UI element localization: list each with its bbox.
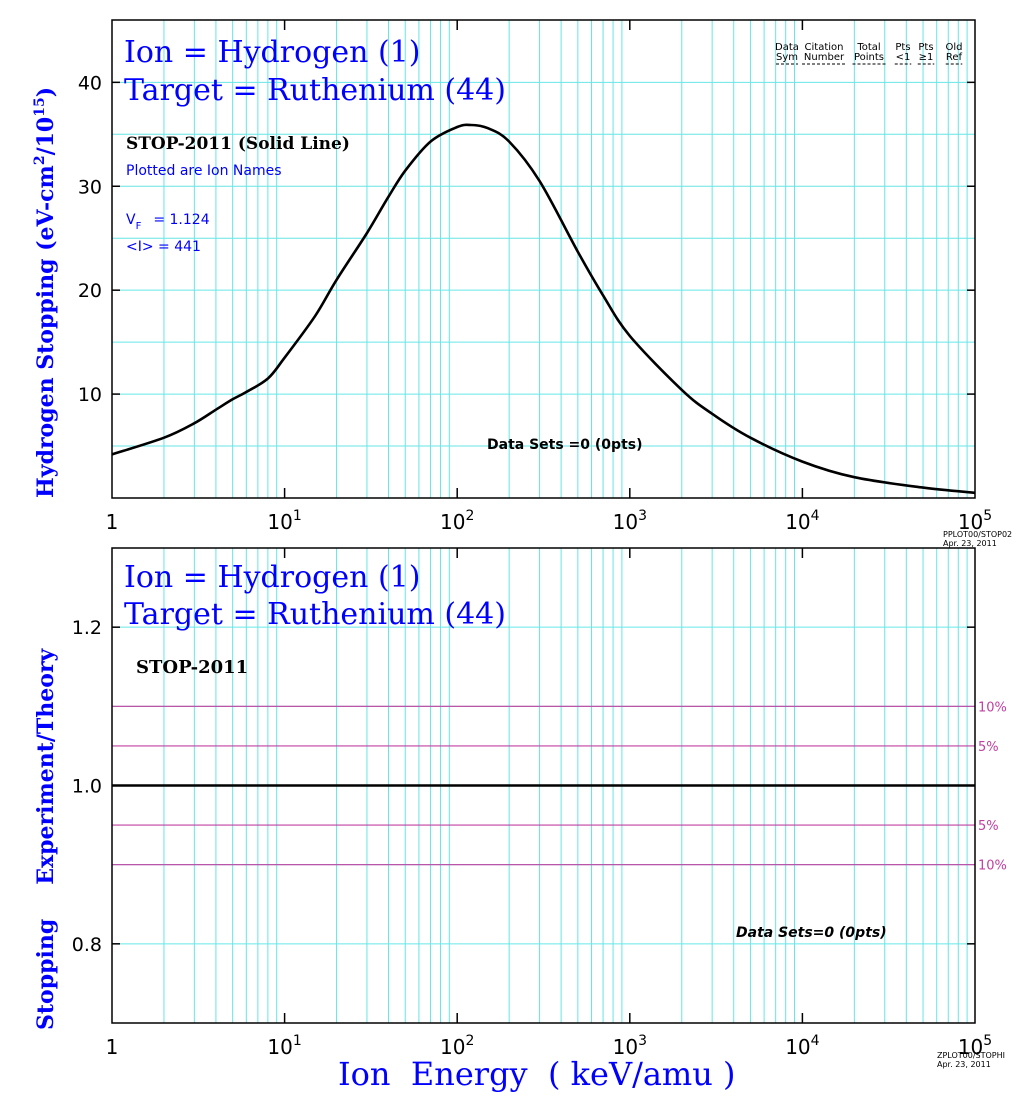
x-tick-label: 103 [613,1033,647,1059]
percent-band-label: 5% [978,740,999,755]
y-tick-label: 1.0 [72,776,102,798]
bottom-x-tick-labels: 1 101 102 103 104 105 [106,1033,993,1059]
x-tick-label: 104 [785,1033,819,1059]
top-y-axis-label: Hydrogen Stopping (eV-cm2/1015) [32,87,59,498]
bottom-stamp-line1: ZPLOT00/STOPHI [937,1051,1005,1060]
bottom-curve-label: STOP-2011 [136,657,248,678]
y-tick-label: 0.8 [72,934,102,956]
x-tick-label: 104 [785,508,819,534]
legend-header-top: Total [856,42,880,53]
y-tick-label: 1.2 [72,617,102,639]
percent-band-label: 10% [978,700,1007,715]
top-y-ticks: 10 20 30 40 [78,72,975,406]
legend-header-bottom: <1 [896,52,911,63]
legend-header-bottom: Sym [776,52,798,63]
legend-header-top: Citation [805,42,844,53]
top-plot-frame [111,19,976,499]
legend-header-bottom: ≥1 [919,52,934,63]
bottom-stamp-line2: Apr. 23, 2011 [937,1060,991,1069]
y-tick-label: 20 [78,280,102,302]
legend-header: DataSymCitationNumberTotalPointsPts<1Pts… [775,42,963,65]
top-curve-label: STOP-2011 (Solid Line) [126,134,350,154]
y-tick-label: 30 [78,176,102,198]
bottom-title-line2: Target = Ruthenium (44) [124,597,506,632]
x-tick-label: 101 [267,1033,301,1059]
top-stamp-line1: PPLOT00/STOP02 [943,530,1012,539]
vf-subscript: F [136,221,142,232]
bottom-data-sets: Data Sets=0 (0pts) [736,925,887,941]
vf-value: = 1.124 [153,212,209,228]
legend-header-top: Data [775,42,799,53]
legend-header-top: Pts [918,42,933,53]
top-stopping-curve [111,123,976,495]
top-title-line2: Target = Ruthenium (44) [124,73,506,108]
x-axis-title: Ion Energy ( keV/amu ) [338,1055,736,1093]
x-tick-label: 105 [958,1033,992,1059]
y-tick-label: 10 [78,384,102,406]
x-tick-label: 105 [958,508,992,534]
percent-band-label: 10% [978,859,1007,874]
bottom-y-axis-label: StoppingExperiment/Theory [33,647,59,1030]
x-tick-label: 101 [267,508,301,534]
legend-header-bottom: Number [804,52,845,63]
x-tick-label: 102 [440,1033,474,1059]
percent-band-label: 5% [978,819,999,834]
top-data-sets: Data Sets =0 (0pts) [487,437,643,453]
vf-symbol: V [126,212,136,228]
vf-text: VF = 1.124 [126,212,210,232]
top-x-tick-labels: 1 101 102 103 104 105 [106,508,993,534]
x-tick-label: 103 [613,508,647,534]
y-tick-label: 40 [78,72,102,94]
bottom-y-ticks: 0.8 1.0 1.2 [72,617,975,956]
legend-header-bottom: Ref [946,52,963,63]
legend-header-bottom: Points [854,52,884,63]
top-stamp-line2: Apr. 23, 2011 [943,539,997,548]
top-title-line1: Ion = Hydrogen (1) [124,35,420,70]
x-tick-label: 102 [440,508,474,534]
top-subtitle: Plotted are Ion Names [126,163,282,179]
bottom-percent-bands: 10% 5% 5% 10% [112,700,1007,874]
x-tick-label: 1 [106,510,119,534]
legend-header-top: Pts [895,42,910,53]
i-text: <I> = 441 [126,239,201,255]
bottom-title-line1: Ion = Hydrogen (1) [124,560,420,595]
x-tick-label: 1 [106,1035,119,1059]
legend-header-top: Old [946,42,963,53]
top-grid [112,20,975,498]
